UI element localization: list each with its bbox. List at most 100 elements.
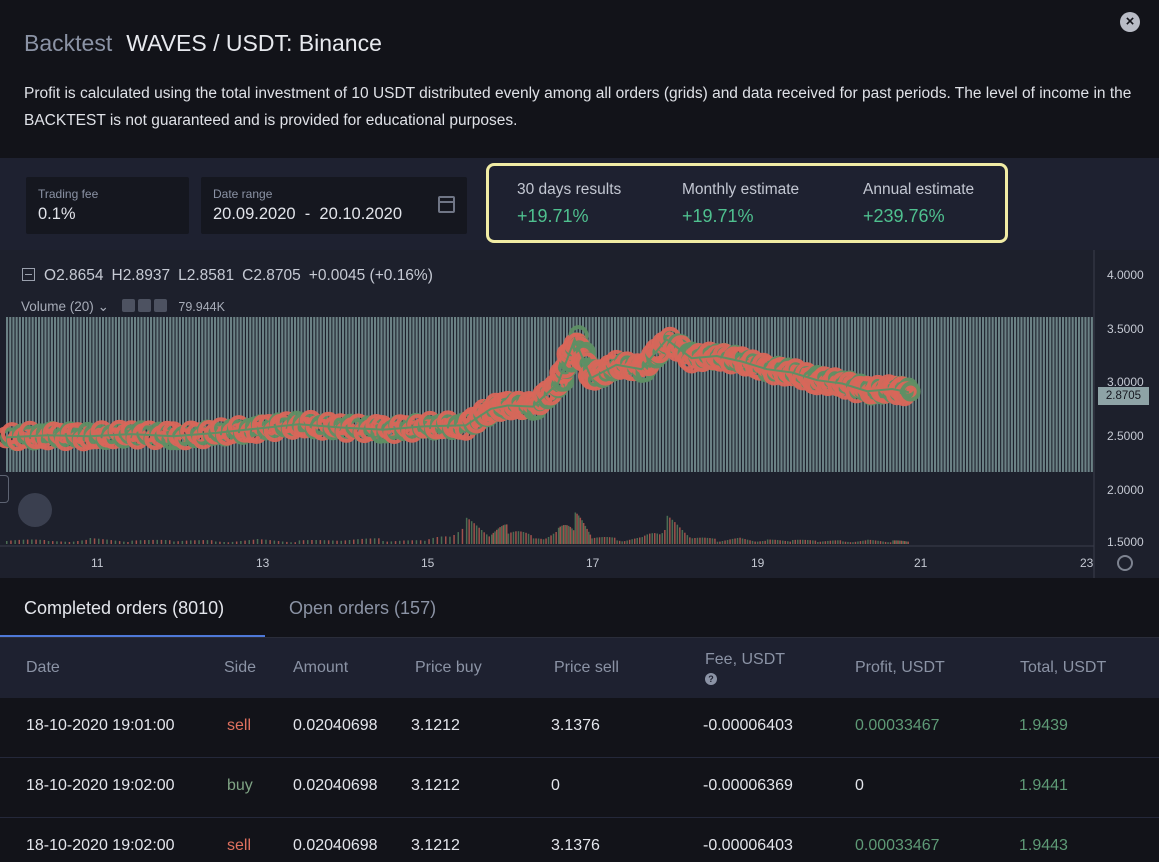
close-icon[interactable]: × [1120,12,1140,32]
table-row[interactable]: 18-10-2020 19:02:00 sell 0.02040698 3.12… [0,818,1159,862]
grid-order-bar [242,317,245,472]
grid-order-bar [239,317,242,472]
grid-order-bar [438,317,441,472]
volume-label[interactable]: Volume (20) [21,299,94,314]
table-row[interactable]: 18-10-2020 19:01:00 sell 0.02040698 3.12… [0,698,1159,758]
volume-bar [547,537,550,544]
price-tick: 2.5000 [1107,429,1144,443]
help-icon[interactable]: ? [705,673,717,685]
calendar-icon[interactable] [438,196,455,213]
grid-order-bar [210,317,213,472]
grid-order-bar [1017,317,1020,472]
grid-order-bar [607,317,610,472]
volume-bar [586,528,588,544]
grid-order-bar [370,317,373,472]
cell-amount: 0.02040698 [293,717,378,734]
eye-icon[interactable] [121,299,135,312]
volume-bar [847,541,849,544]
volume-bar [744,539,746,544]
grid-order-bar [396,317,399,472]
volume-bar [545,538,547,544]
grid-order-bar [767,317,770,472]
tab-completed-orders[interactable]: Completed orders (8010) [24,598,225,618]
volume-bar [641,537,643,544]
volume-bar [520,531,522,544]
volume-bar [488,536,490,544]
collapse-legend-icon[interactable] [22,268,35,281]
grid-order-bar [444,317,447,472]
gear-icon[interactable] [137,299,151,312]
result-monthly: Monthly estimate +19.71% [682,181,799,227]
grid-order-bar [313,317,316,472]
volume-bar [357,539,359,544]
volume-bar [887,542,889,544]
volume-bar [764,540,766,544]
volume-bar [899,540,901,544]
panel-handle[interactable] [0,475,9,503]
close-icon[interactable] [153,299,167,312]
table-row[interactable]: 18-10-2020 19:02:00 buy 0.02040698 3.121… [0,758,1159,818]
column-header-amount[interactable]: Amount [293,659,349,676]
grid-order-bar [441,317,444,472]
grid-order-bar [89,317,92,472]
volume-bar [882,541,884,544]
price-tick: 4.0000 [1107,268,1144,282]
price-axis[interactable]: 4.0000 3.5000 3.0000 2.5000 2.0000 1.500… [1098,250,1159,549]
grid-order-bar [678,317,681,472]
volume-bar [261,539,263,544]
grid-order-bar [121,317,124,472]
grid-order-bar [146,317,149,472]
grid-order-bar [1033,317,1036,472]
grid-order-bar [1081,317,1084,472]
volume-bar [311,540,313,544]
grid-order-bar [73,317,76,472]
chart-canvas[interactable] [0,250,1159,578]
grid-order-bar [601,317,604,472]
grid-order-bar [412,317,415,472]
grid-order-bar [578,317,581,472]
column-header-total[interactable]: Total, USDT [1020,659,1107,676]
volume-bar [470,521,473,544]
time-tick: 19 [751,556,765,570]
trading-fee-field[interactable]: Trading fee 0.1% [26,177,189,234]
grid-order-bar [41,317,44,472]
grid-order-bar [274,317,277,472]
grid-order-bar [1074,317,1077,472]
volume-bar [348,540,351,544]
volume-bar [453,535,455,544]
grid-order-bar [620,317,623,472]
chevron-down-icon[interactable]: ⌄ [97,299,109,314]
volume-bar [361,538,363,544]
column-header-side[interactable]: Side [224,659,257,676]
price-chart[interactable]: O2.8654 H2.8937 L2.8581 C2.8705 +0.0045 (+0.… [0,250,1159,578]
volume-bar [639,537,641,544]
ohlc-close: 2.8705 [253,267,301,284]
grid-order-bar [623,317,626,472]
grid-order-bar [98,317,101,472]
grid-order-bar [377,317,380,472]
column-header-price-buy[interactable]: Price buy [415,659,482,676]
grid-order-bar [415,317,418,472]
date-range-field[interactable]: Date range 20.09.2020 - 20.10.2020 [201,177,467,234]
column-header-profit[interactable]: Profit, USDT [855,659,945,676]
column-header-date[interactable]: Date [26,659,60,676]
column-header-fee[interactable]: Fee, USDT [705,651,786,668]
tradingview-logo-icon[interactable] [18,493,52,527]
volume-bar [223,542,225,544]
volume-bar [766,539,769,544]
volume-bar [353,539,355,544]
ohlc-change: +0.0045 (+0.16%) [308,267,433,284]
volume-bar [789,541,791,544]
volume-bar [746,539,749,544]
grid-order-bar [223,317,226,472]
grid-order-bar [566,317,569,472]
price-tick: 3.0000 [1107,375,1144,389]
tab-open-orders[interactable]: Open orders (157) [289,598,437,618]
grid-order-bar [927,317,930,472]
column-header-price-sell[interactable]: Price sell [554,659,619,676]
grid-order-bar [127,317,130,472]
chart-settings-icon[interactable] [1117,555,1133,571]
volume-bar [905,541,908,544]
cell-side: sell [227,717,252,734]
volume-bar [256,539,259,544]
